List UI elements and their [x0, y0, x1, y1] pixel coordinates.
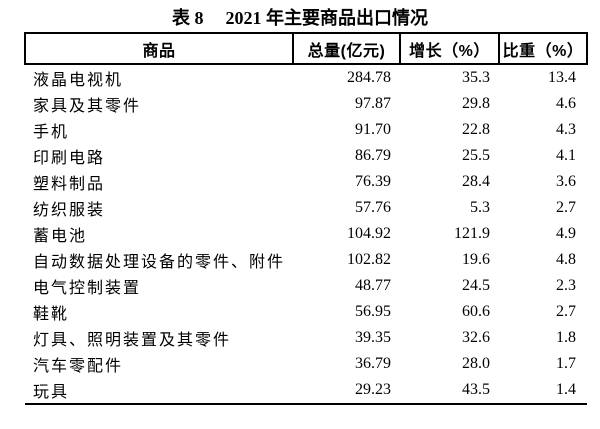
share-cell: 1.7 — [556, 355, 576, 372]
share-cell: 4.1 — [556, 147, 576, 164]
col-header-share: 比重（%） — [498, 33, 588, 65]
table-row: 液晶电视机 284.78 35.3 13.4 — [25, 64, 587, 91]
table-row: 鞋靴 56.95 60.6 2.7 — [25, 299, 587, 325]
col-header-commodity: 商品 — [24, 33, 294, 65]
share-cell: 4.9 — [556, 225, 576, 242]
total-cell: 104.92 — [347, 225, 391, 242]
total-cell: 36.79 — [355, 355, 391, 372]
growth-cell: 24.5 — [462, 277, 490, 294]
commodity-cell: 纺织服装 — [33, 202, 106, 219]
share-cell: 13.4 — [548, 69, 576, 86]
table-row: 手机 91.70 22.8 4.3 — [25, 117, 587, 143]
share-cell: 1.8 — [556, 329, 576, 346]
table-caption: 表 8 2021 年主要商品出口情况 — [0, 6, 600, 30]
growth-cell: 35.3 — [462, 69, 490, 86]
growth-cell: 32.6 — [462, 329, 490, 346]
table-row: 家具及其零件 97.87 29.8 4.6 — [25, 91, 587, 117]
growth-cell: 60.6 — [462, 303, 490, 320]
total-cell: 91.70 — [355, 121, 391, 138]
share-cell: 2.3 — [556, 277, 576, 294]
share-cell: 2.7 — [556, 199, 576, 216]
table-row: 玩具 29.23 43.5 1.4 — [25, 377, 587, 404]
table-body: 液晶电视机 284.78 35.3 13.4 家具及其零件 97.87 29.8 4.6 手机 9… — [25, 64, 587, 404]
commodity-cell: 蓄电池 — [33, 228, 88, 245]
total-cell: 76.39 — [355, 173, 391, 190]
commodity-cell: 印刷电路 — [33, 150, 106, 167]
share-cell: 4.6 — [556, 95, 576, 112]
commodity-cell: 液晶电视机 — [33, 72, 124, 89]
total-cell: 86.79 — [355, 147, 391, 164]
table-row: 纺织服装 57.76 5.3 2.7 — [25, 195, 587, 221]
header-row: 商品 总量(亿元) 增长（%） 比重（%） — [24, 33, 588, 65]
growth-cell: 22.8 — [462, 121, 490, 138]
table-caption-label: 表 8 — [172, 8, 204, 28]
share-cell: 4.3 — [556, 121, 576, 138]
total-cell: 97.87 — [355, 95, 391, 112]
col-header-growth: 增长（%） — [399, 33, 500, 65]
growth-cell: 29.8 — [462, 95, 490, 112]
export-table: 商品 总量(亿元) 增长（%） 比重（%） 液晶电视机 284.78 35.3 13.… — [24, 32, 588, 405]
table-row: 电气控制装置 48.77 24.5 2.3 — [25, 273, 587, 299]
growth-cell: 121.9 — [454, 225, 490, 242]
table-row: 蓄电池 104.92 121.9 4.9 — [25, 221, 587, 247]
table-row: 塑料制品 76.39 28.4 3.6 — [25, 169, 587, 195]
share-cell: 1.4 — [556, 381, 576, 398]
total-cell: 57.76 — [355, 199, 391, 216]
commodity-cell: 鞋靴 — [33, 306, 70, 323]
total-cell: 56.95 — [355, 303, 391, 320]
commodity-cell: 家具及其零件 — [33, 98, 142, 115]
table-caption-title: 2021 年主要商品出口情况 — [225, 8, 429, 28]
growth-cell: 25.5 — [462, 147, 490, 164]
col-header-total: 总量(亿元) — [292, 33, 401, 65]
commodity-cell: 手机 — [33, 124, 70, 141]
table-row: 印刷电路 86.79 25.5 4.1 — [25, 143, 587, 169]
table-row: 自动数据处理设备的零件、附件 102.82 19.6 4.8 — [25, 247, 587, 273]
growth-cell: 28.0 — [462, 355, 490, 372]
growth-cell: 19.6 — [462, 251, 490, 268]
table-row: 灯具、照明装置及其零件 39.35 32.6 1.8 — [25, 325, 587, 351]
commodity-cell: 汽车零配件 — [33, 358, 124, 375]
document-page: 表 8 2021 年主要商品出口情况 商品 总量(亿元) 增长（%） 比重（%） … — [0, 6, 600, 405]
total-cell: 102.82 — [347, 251, 391, 268]
share-cell: 4.8 — [556, 251, 576, 268]
commodity-cell: 玩具 — [33, 384, 70, 401]
share-cell: 3.6 — [556, 173, 576, 190]
total-cell: 48.77 — [355, 277, 391, 294]
commodity-cell: 自动数据处理设备的零件、附件 — [33, 254, 286, 271]
commodity-cell: 电气控制装置 — [33, 280, 142, 297]
total-cell: 284.78 — [347, 69, 391, 86]
growth-cell: 43.5 — [462, 381, 490, 398]
commodity-cell: 灯具、照明装置及其零件 — [33, 332, 232, 349]
total-cell: 39.35 — [355, 329, 391, 346]
commodity-cell: 塑料制品 — [33, 176, 106, 193]
share-cell: 2.7 — [556, 303, 576, 320]
growth-cell: 5.3 — [470, 199, 490, 216]
total-cell: 29.23 — [355, 381, 391, 398]
growth-cell: 28.4 — [462, 173, 490, 190]
table-row: 汽车零配件 36.79 28.0 1.7 — [25, 351, 587, 377]
